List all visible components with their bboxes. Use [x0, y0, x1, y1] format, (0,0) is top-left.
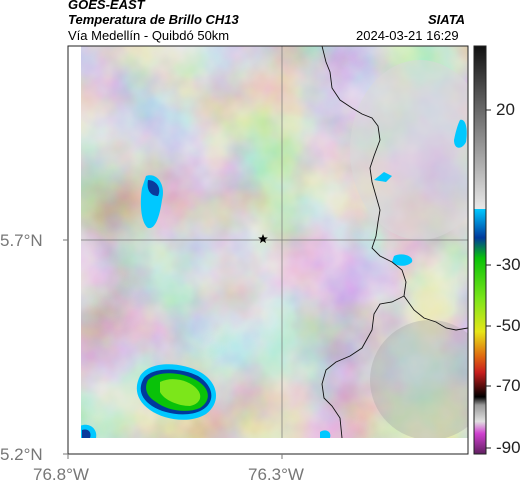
left-blank [68, 46, 81, 454]
municipal-border [403, 295, 468, 331]
region-label: Vía Medellín - Quibdó 50km [68, 28, 230, 43]
colorbar-tick-label: -30 [496, 255, 521, 274]
brightness-temperature-field [81, 46, 468, 438]
colorbar-tick-label: -70 [496, 376, 521, 395]
lon-tick-label: 76.8°W [33, 465, 89, 484]
colorbar [473, 45, 491, 455]
axis-ticks [63, 239, 283, 459]
bottom-blank [68, 438, 468, 454]
product-title: Temperatura de Brillo CH13 [68, 12, 239, 27]
colorbar-tick-label: 20 [496, 100, 515, 119]
lat-tick-label: 5.7°N [0, 231, 43, 250]
datetime-label: 2024-03-21 16:29 [356, 28, 459, 43]
satellite-title: GOES-EAST [68, 0, 145, 12]
cold-cloud-cells [81, 119, 467, 438]
department-border [321, 46, 407, 438]
lon-tick-label: 76.3°W [248, 465, 304, 484]
colorbar-tick-label: -50 [496, 316, 521, 335]
colorbar-tick-label: -90 [496, 438, 521, 457]
lat-tick-label: 5.2°N [0, 445, 43, 464]
star-marker [258, 234, 268, 244]
org-label: SIATA [428, 12, 466, 27]
